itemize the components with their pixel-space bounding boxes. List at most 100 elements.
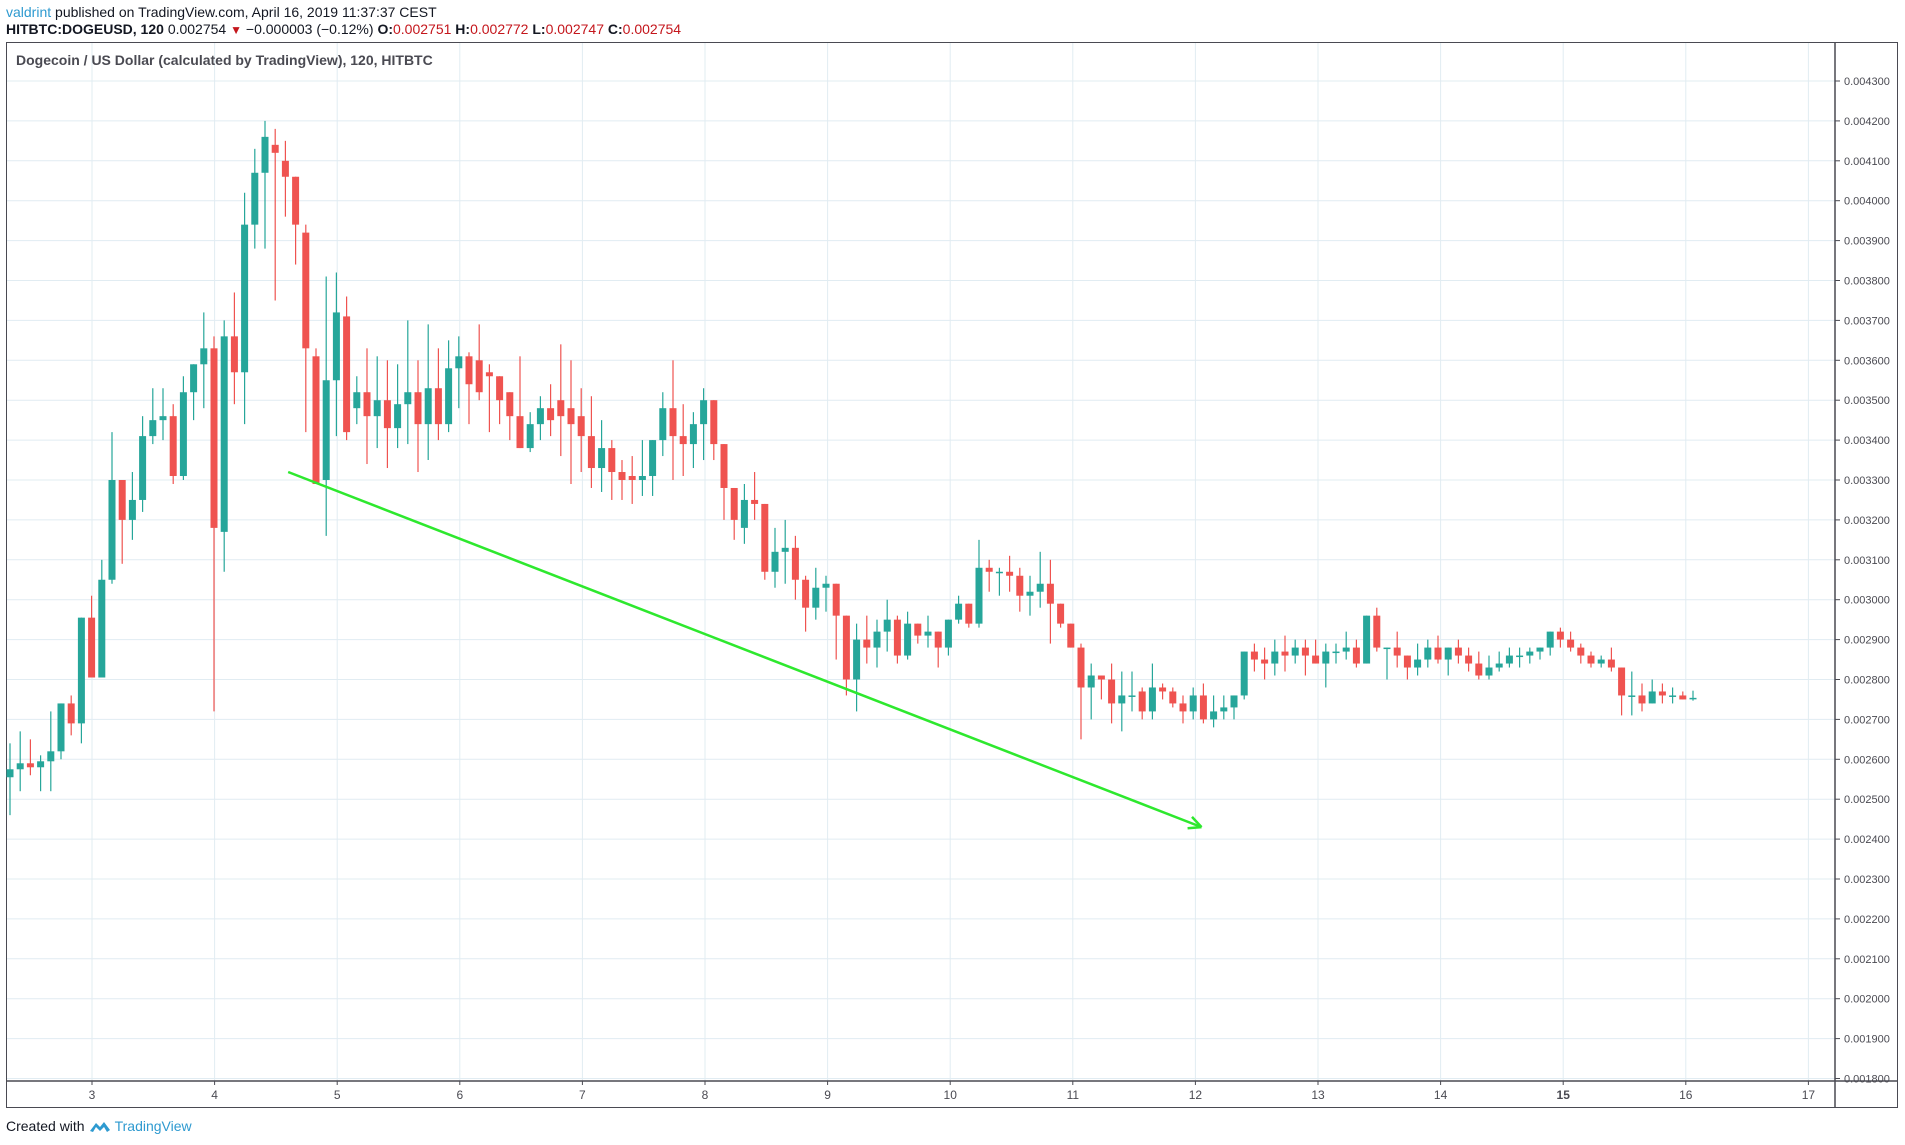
candle-down — [230, 292, 238, 405]
price-axis-label: 0.002100 — [1844, 954, 1890, 966]
candle-up — [1648, 679, 1656, 704]
candle-up — [853, 623, 861, 712]
candle-down — [465, 352, 473, 425]
candle-up — [77, 617, 85, 744]
author-link[interactable]: valdrint — [6, 4, 52, 20]
candle-down — [1577, 643, 1585, 664]
candle-up — [128, 472, 136, 540]
publish-info: valdrint published on TradingView.com, A… — [6, 4, 437, 20]
candle-down — [985, 559, 993, 592]
tradingview-link[interactable]: TradingView — [114, 1118, 192, 1134]
candle-down — [281, 140, 289, 217]
price-axis-label: 0.004300 — [1844, 76, 1890, 88]
candle-down — [1169, 687, 1177, 708]
price-axis-label: 0.004200 — [1844, 116, 1890, 128]
footer: Created with TradingView — [6, 1118, 192, 1134]
time-axis-label: 11 — [1067, 1088, 1080, 1102]
candle-down — [1301, 639, 1309, 676]
candle-up — [1485, 655, 1493, 680]
candle-down — [1638, 683, 1646, 712]
candle-up — [659, 392, 667, 457]
candle-down — [496, 376, 504, 425]
candle-up — [179, 376, 187, 480]
candle-down — [1475, 651, 1483, 680]
candle-down — [67, 695, 75, 736]
candle-up — [1342, 631, 1350, 660]
candle-down — [302, 224, 310, 433]
candle-down — [210, 336, 218, 712]
candle-down — [1618, 667, 1626, 716]
candle-up — [1383, 647, 1391, 680]
candle-down — [567, 360, 575, 484]
price-axis-label: 0.002700 — [1844, 714, 1890, 726]
price-axis-label: 0.002400 — [1844, 834, 1890, 846]
price-axis-label: 0.003900 — [1844, 236, 1890, 248]
candle-up — [1597, 655, 1605, 668]
candle-down — [587, 396, 595, 488]
candle-down — [710, 400, 718, 461]
candle-up — [1526, 647, 1534, 664]
candle-down — [730, 487, 738, 540]
candle-up — [190, 364, 198, 421]
candle-down — [312, 348, 320, 484]
price-axis-label: 0.003200 — [1844, 515, 1890, 527]
candle-up — [955, 595, 963, 624]
candle-up — [200, 312, 208, 409]
candle-down — [1261, 647, 1269, 680]
candle-down — [791, 535, 799, 600]
candle-down — [516, 356, 524, 449]
candle-up — [159, 388, 167, 441]
candle-up — [108, 432, 116, 584]
candle-down — [1403, 655, 1411, 680]
candle-up — [995, 567, 1003, 596]
candle-down — [1352, 639, 1360, 668]
high-value: 0.002772 — [470, 21, 529, 37]
candle-down — [577, 388, 585, 473]
candle-down — [434, 348, 442, 441]
candle-up — [1189, 687, 1197, 720]
close-value: 0.002754 — [622, 21, 682, 37]
candle-down — [1373, 607, 1381, 652]
trend-arrow — [287, 470, 1203, 830]
chart-title: Dogecoin / US Dollar (calculated by Trad… — [16, 52, 433, 68]
candle-down — [965, 603, 973, 628]
candle-up — [322, 276, 330, 536]
price-axis-label: 0.003000 — [1844, 595, 1890, 607]
price-axis-label: 0.002800 — [1844, 675, 1890, 687]
candle-up — [1148, 663, 1156, 720]
candle-up — [6, 743, 14, 816]
candle-up — [904, 611, 912, 660]
price-axis-label: 0.002600 — [1844, 754, 1890, 766]
candle-up — [16, 731, 24, 792]
time-axis-label: 8 — [702, 1088, 709, 1102]
candle-up — [1628, 671, 1636, 716]
candle-down — [608, 440, 616, 500]
candle-down — [1199, 683, 1207, 724]
candle-down — [863, 615, 871, 664]
candle-down — [720, 444, 728, 520]
time-axis-label: 15 — [1557, 1088, 1571, 1102]
candle-up — [1444, 647, 1452, 676]
candle-up — [353, 376, 361, 425]
candle-up — [944, 619, 952, 656]
candle-up — [740, 483, 748, 544]
price-axis-label: 0.003700 — [1844, 315, 1890, 327]
candle-down — [1679, 691, 1687, 700]
candle-down — [1046, 559, 1054, 644]
candle-down — [485, 364, 493, 433]
candle-up — [1087, 663, 1095, 720]
open-value: 0.002751 — [393, 21, 452, 37]
candle-up — [1505, 647, 1513, 668]
price-axis-label: 0.002200 — [1844, 914, 1890, 926]
chart-grid — [7, 43, 1835, 1081]
candle-up — [1322, 643, 1330, 688]
candle-up — [424, 324, 432, 461]
candle-up — [373, 356, 381, 449]
candle-down — [1281, 635, 1289, 672]
candle-up — [812, 567, 820, 620]
candle-up — [924, 615, 932, 648]
candle-down — [169, 404, 177, 484]
candle-up — [1036, 551, 1044, 608]
candle-up — [1118, 671, 1126, 732]
